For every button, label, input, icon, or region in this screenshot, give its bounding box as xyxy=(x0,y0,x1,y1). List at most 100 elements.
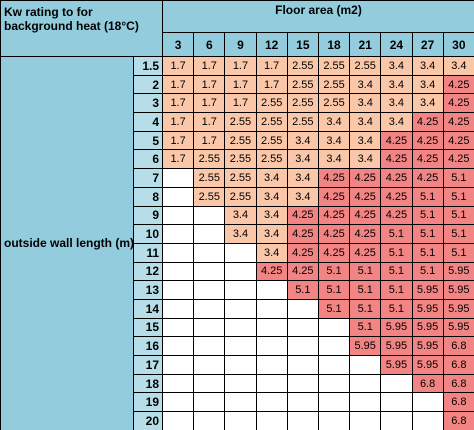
value-cell: 1.7 xyxy=(161,56,195,76)
value-cell: 2.55 xyxy=(193,149,226,170)
empty-cell xyxy=(193,224,226,244)
row-label: 5 xyxy=(133,130,163,151)
value-cell: 3.4 xyxy=(286,186,319,207)
value-cell: 4.25 xyxy=(411,112,444,132)
value-cell: 5.1 xyxy=(349,298,382,319)
value-cell: 4.25 xyxy=(380,168,413,188)
empty-cell xyxy=(255,392,288,413)
value-cell: 5.95 xyxy=(349,336,382,356)
row-label: 11 xyxy=(133,242,163,263)
data-row: outside wall length (m) 1.5 1.7 1.7 1.7 1.7 2.… xyxy=(0,56,474,430)
value-cell: 1.7 xyxy=(161,112,195,132)
value-cell: 5.1 xyxy=(411,186,444,207)
value-cell: 3.4 xyxy=(317,112,351,132)
row-label: 12 xyxy=(133,261,163,282)
value-cell: 2.55 xyxy=(286,112,319,132)
empty-cell xyxy=(161,186,195,207)
data-row: 15 5.1 5.95 5.95 5.95 xyxy=(1,317,474,338)
value-cell: 3.4 xyxy=(411,74,444,95)
empty-cell xyxy=(161,168,195,188)
value-cell: 6.8 xyxy=(442,336,474,356)
column-header: 27 xyxy=(411,32,444,57)
value-cell: 4.25 xyxy=(317,186,351,207)
column-header-row: 3 6 9 12 15 18 21 24 27 30 xyxy=(1,32,474,57)
empty-cell xyxy=(255,317,288,338)
empty-cell xyxy=(317,392,351,413)
data-row: 5 1.7 1.7 2.55 2.55 3.4 3.4 3.4 4.25 4.25 4.25 xyxy=(1,130,474,151)
empty-cell xyxy=(224,280,257,300)
empty-cell xyxy=(255,336,288,356)
value-cell: 4.25 xyxy=(442,112,474,132)
value-cell: 3.4 xyxy=(411,56,444,76)
empty-cell xyxy=(161,373,195,394)
value-cell: 3.4 xyxy=(286,130,319,151)
column-header: 24 xyxy=(380,32,413,57)
empty-cell xyxy=(161,392,195,413)
value-cell: 3.4 xyxy=(442,56,474,76)
value-cell: 4.25 xyxy=(349,186,382,207)
column-header: 12 xyxy=(255,32,288,57)
value-cell: 2.55 xyxy=(224,149,257,170)
value-cell: 2.55 xyxy=(349,56,382,76)
empty-cell xyxy=(193,355,226,375)
row-label: 20 xyxy=(133,411,163,430)
value-cell: 5.1 xyxy=(411,205,444,226)
empty-cell xyxy=(255,280,288,300)
value-cell: 4.25 xyxy=(349,168,382,188)
value-cell: 5.95 xyxy=(442,261,474,282)
value-cell: 2.55 xyxy=(317,56,351,76)
value-cell: 4.25 xyxy=(349,242,382,263)
value-cell: 4.25 xyxy=(442,130,474,151)
data-row: 11 3.4 4.25 4.25 4.25 5.1 5.1 5.1 xyxy=(1,242,474,263)
empty-cell xyxy=(255,373,288,394)
empty-cell xyxy=(193,392,226,413)
value-cell: 3.4 xyxy=(380,93,413,114)
value-cell: 4.25 xyxy=(380,186,413,207)
empty-cell xyxy=(255,298,288,319)
value-cell: 6.8 xyxy=(442,373,474,394)
row-label: 4 xyxy=(133,112,163,132)
empty-cell xyxy=(380,373,413,394)
empty-cell xyxy=(349,392,382,413)
value-cell: 1.7 xyxy=(161,93,195,114)
row-label: 9 xyxy=(133,205,163,226)
value-cell: 5.1 xyxy=(317,298,351,319)
value-cell: 4.25 xyxy=(286,261,319,282)
row-label: 15 xyxy=(133,317,163,338)
header-row: Kw rating to for background heat (18°C) F… xyxy=(0,0,474,57)
value-cell: 1.7 xyxy=(193,130,226,151)
value-cell: 5.1 xyxy=(317,280,351,300)
value-cell: 2.55 xyxy=(317,74,351,95)
value-cell: 1.7 xyxy=(193,56,226,76)
empty-cell xyxy=(193,317,226,338)
value-cell: 5.1 xyxy=(349,280,382,300)
value-cell: 3.4 xyxy=(286,149,319,170)
value-cell: 6.8 xyxy=(442,355,474,375)
data-row: 7 2.55 2.55 3.4 3.4 4.25 4.25 4.25 4.25 5.1 xyxy=(1,168,474,188)
row-label: 1.5 xyxy=(133,56,163,76)
data-row: 8 2.55 2.55 3.4 3.4 4.25 4.25 4.25 5.1 5.1 xyxy=(1,186,474,207)
value-cell: 2.55 xyxy=(255,149,288,170)
value-cell: 3.4 xyxy=(349,93,382,114)
column-header: 18 xyxy=(317,32,351,57)
empty-cell xyxy=(380,411,413,430)
row-label: 14 xyxy=(133,298,163,319)
value-cell: 5.1 xyxy=(442,242,474,263)
value-cell: 3.4 xyxy=(380,74,413,95)
empty-cell xyxy=(224,336,257,356)
value-cell: 5.1 xyxy=(442,205,474,226)
value-cell: 1.7 xyxy=(193,112,226,132)
value-cell: 3.4 xyxy=(255,242,288,263)
value-cell: 1.7 xyxy=(255,56,288,76)
empty-cell xyxy=(317,373,351,394)
value-cell: 2.55 xyxy=(224,168,257,188)
data-row: 2 1.7 1.7 1.7 1.7 2.55 2.55 3.4 3.4 3.4 4.25 xyxy=(1,74,474,95)
row-label: 10 xyxy=(133,224,163,244)
value-cell: 4.25 xyxy=(411,149,444,170)
value-cell: 1.7 xyxy=(224,74,257,95)
empty-cell xyxy=(286,355,319,375)
value-cell: 2.55 xyxy=(286,74,319,95)
value-cell: 5.1 xyxy=(442,186,474,207)
